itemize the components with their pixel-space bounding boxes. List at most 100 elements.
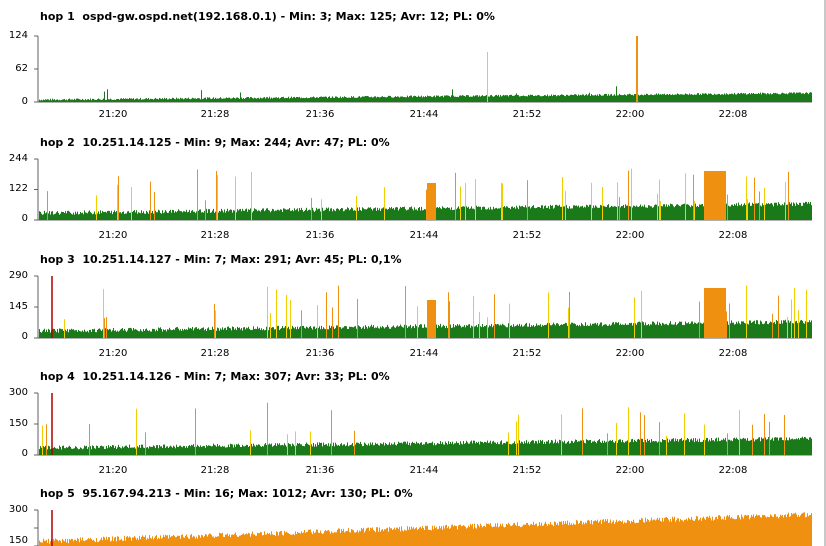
latency-bar xyxy=(432,525,433,546)
latency-bar xyxy=(725,94,726,102)
latency-bar xyxy=(520,96,521,102)
latency-bar xyxy=(629,322,630,338)
latency-bar xyxy=(311,328,312,338)
latency-bar xyxy=(145,535,146,546)
latency-bar xyxy=(50,214,51,220)
latency-bar xyxy=(749,440,750,455)
latency-bar xyxy=(60,540,61,546)
latency-bar xyxy=(335,96,336,102)
latency-bar xyxy=(686,204,687,220)
latency-bar xyxy=(575,324,576,338)
latency-bar xyxy=(369,327,370,338)
latency-bar xyxy=(443,207,444,220)
latency-bar xyxy=(628,324,629,338)
latency-bar xyxy=(509,303,510,338)
latency-bar xyxy=(443,525,444,546)
latency-bar xyxy=(529,443,530,455)
latency-bar xyxy=(733,518,734,546)
latency-bar xyxy=(564,95,565,102)
latency-bar xyxy=(251,330,252,338)
latency-bar xyxy=(361,210,362,220)
latency-bar xyxy=(641,206,642,220)
latency-bar xyxy=(764,515,765,546)
latency-plot[interactable] xyxy=(0,136,826,248)
latency-bar xyxy=(558,443,559,455)
latency-bar xyxy=(555,204,556,220)
latency-bar xyxy=(298,328,299,338)
latency-bar xyxy=(568,208,569,220)
latency-bar xyxy=(802,436,803,455)
latency-bar xyxy=(68,332,69,338)
latency-bar xyxy=(766,439,767,455)
latency-bar xyxy=(689,205,690,220)
latency-bar xyxy=(542,205,543,220)
latency-bar xyxy=(642,438,643,455)
latency-bar xyxy=(285,209,286,220)
latency-bar xyxy=(787,204,788,220)
latency-bar xyxy=(558,95,559,102)
latency-bar xyxy=(95,99,96,102)
latency-bar xyxy=(793,202,794,220)
latency-bar xyxy=(450,97,451,102)
latency-bar xyxy=(594,323,595,338)
latency-bar xyxy=(281,530,282,546)
latency-plot[interactable] xyxy=(0,370,826,482)
latency-bar xyxy=(677,439,678,455)
latency-bar xyxy=(760,320,761,338)
latency-bar xyxy=(397,527,398,546)
latency-bar xyxy=(79,330,80,338)
latency-bar xyxy=(694,94,695,102)
latency-plot[interactable] xyxy=(0,10,826,122)
latency-bar xyxy=(394,209,395,220)
latency-bar xyxy=(150,446,151,455)
latency-bar xyxy=(391,528,392,546)
latency-bar xyxy=(320,96,321,102)
latency-bar xyxy=(643,522,644,546)
latency-bar xyxy=(415,443,416,455)
latency-bar xyxy=(491,443,492,455)
latency-bar xyxy=(325,530,326,546)
latency-bar xyxy=(65,100,66,102)
latency-bar xyxy=(710,517,711,546)
latency-bar xyxy=(239,327,240,338)
latency-bar xyxy=(501,325,502,338)
latency-bar xyxy=(697,439,698,455)
latency-bar xyxy=(242,534,243,546)
latency-bar xyxy=(487,209,488,220)
latency-bar xyxy=(520,527,521,546)
latency-bar xyxy=(211,330,212,338)
latency-bar xyxy=(349,532,350,546)
latency-bar xyxy=(613,206,614,220)
latency-bar xyxy=(536,207,537,220)
latency-bar xyxy=(91,539,92,546)
latency-bar xyxy=(395,207,396,220)
latency-bar xyxy=(710,93,711,102)
latency-bar xyxy=(109,210,110,220)
latency-bar xyxy=(80,331,81,338)
latency-bar xyxy=(101,445,102,455)
latency-bar xyxy=(767,93,768,102)
latency-bar xyxy=(397,96,398,102)
latency-bar xyxy=(671,324,672,338)
latency-bar xyxy=(372,527,373,546)
latency-bar xyxy=(595,205,596,220)
latency-bar xyxy=(422,526,423,546)
latency-bar xyxy=(314,533,315,546)
latency-bar xyxy=(299,532,300,546)
latency-bar xyxy=(133,447,134,455)
latency-bar xyxy=(248,532,249,546)
latency-plot[interactable] xyxy=(0,253,826,365)
latency-bar xyxy=(436,207,437,220)
latency-bar xyxy=(810,201,811,220)
latency-bar xyxy=(506,206,507,220)
latency-bar xyxy=(68,99,69,102)
latency-bar xyxy=(737,93,738,102)
latency-bar xyxy=(414,328,415,338)
latency-bar xyxy=(115,330,116,338)
latency-bar xyxy=(425,209,426,220)
latency-bar xyxy=(274,97,275,102)
latency-bar xyxy=(302,325,303,338)
latency-bar xyxy=(136,210,137,220)
latency-bar xyxy=(276,289,277,338)
latency-plot[interactable] xyxy=(0,487,826,546)
